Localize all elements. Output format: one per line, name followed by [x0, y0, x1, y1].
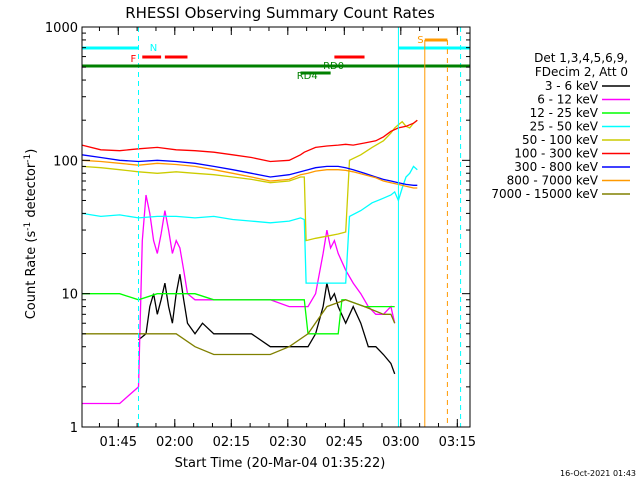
- plot-frame: [81, 26, 471, 428]
- series-line-3: [81, 165, 418, 284]
- legend-header-0: Det 1,3,4,5,6,9,: [534, 51, 628, 65]
- legend-header-1: FDecim 2, Att 0: [535, 65, 628, 79]
- x-tick-label-2: 02:15: [213, 435, 250, 450]
- footer-date: 16-Oct-2021 01:43: [560, 469, 636, 478]
- legend-label-5: 100 - 300 keV: [514, 147, 598, 161]
- y-axis-label-sup1: -1: [23, 222, 33, 231]
- x-tick-label-5: 03:00: [382, 435, 419, 450]
- y-tick-label-3: 1000: [45, 21, 78, 36]
- x-tick-label-6: 03:15: [439, 435, 476, 450]
- legend-label-7: 800 - 7000 keV: [507, 174, 599, 188]
- chart-title: RHESSI Observing Summary Count Rates: [125, 4, 435, 22]
- y-axis-label-sup2: -1: [23, 154, 33, 163]
- series-line-8: [82, 299, 396, 356]
- series-line-6: [81, 154, 418, 186]
- series-line-7: [81, 159, 418, 189]
- legend-label-3: 25 - 50 keV: [530, 120, 599, 134]
- series-line-0: [138, 274, 396, 375]
- x-tick-label-3: 02:30: [269, 435, 306, 450]
- annotation-label-f: F: [131, 54, 137, 65]
- legend-label-0: 3 - 6 keV: [545, 79, 599, 93]
- x-axis-label: Start Time (20-Mar-04 01:35:22): [175, 456, 386, 471]
- annotation-label-n: N: [150, 43, 157, 54]
- annotation-label-rd0: RD0: [323, 61, 344, 72]
- y-axis-label-end: ): [24, 149, 39, 154]
- series-line-4: [81, 119, 418, 242]
- legend-label-6: 300 - 800 keV: [514, 160, 598, 174]
- y-axis-label: Count Rate (s-1 detector-1): [23, 149, 39, 320]
- annotation-label-rd4: RD4: [297, 71, 318, 82]
- y-axis-label-main: Count Rate (s: [24, 231, 39, 320]
- legend-label-1: 6 - 12 keV: [537, 93, 599, 107]
- legend-label-8: 7000 - 15000 keV: [491, 187, 598, 201]
- legend-label-4: 50 - 100 keV: [522, 133, 599, 147]
- y-tick-label-0: 1: [70, 421, 78, 436]
- plot-area: N F RD0 RD4 S 1 10 100 1000 01:45 02:00 02:15 02:30 0…: [45, 21, 476, 450]
- y-axis-label-mid: detector: [24, 162, 39, 222]
- series-line-2: [82, 293, 395, 335]
- x-tick-label-4: 02:45: [326, 435, 363, 450]
- legend: Det 1,3,4,5,6,9,FDecim 2, Att 03 - 6 keV…: [491, 51, 630, 201]
- y-tick-label-1: 10: [61, 288, 78, 303]
- annotation-label-s: S: [417, 35, 423, 46]
- x-tick-label-1: 02:00: [156, 435, 193, 450]
- series-line-5: [81, 119, 418, 163]
- y-tick-label-2: 100: [53, 154, 78, 169]
- x-tick-label-0: 01:45: [100, 435, 137, 450]
- legend-label-2: 12 - 25 keV: [530, 106, 599, 120]
